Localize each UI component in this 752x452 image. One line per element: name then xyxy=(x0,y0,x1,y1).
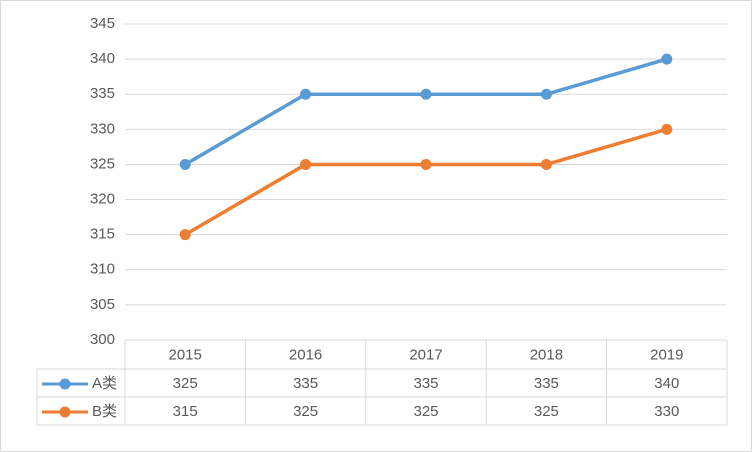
legend-label: B类 xyxy=(92,403,117,420)
point xyxy=(300,88,312,100)
y-tick-label: 325 xyxy=(90,155,115,172)
point xyxy=(179,229,191,241)
point xyxy=(661,123,673,135)
table-value: 335 xyxy=(293,375,318,392)
x-tick-label: 2017 xyxy=(409,346,442,363)
y-tick-label: 300 xyxy=(90,331,115,348)
y-tick-label: 345 xyxy=(90,15,115,32)
point xyxy=(661,53,673,65)
x-tick-label: 2019 xyxy=(650,346,683,363)
table-value: 325 xyxy=(534,403,559,420)
y-tick-label: 340 xyxy=(90,50,115,67)
y-tick-label: 330 xyxy=(90,120,115,137)
table-value: 330 xyxy=(654,403,679,420)
table-value: 325 xyxy=(173,375,198,392)
x-tick-label: 2016 xyxy=(289,346,322,363)
y-tick-label: 310 xyxy=(90,261,115,278)
table-value: 315 xyxy=(173,403,198,420)
table-value: 335 xyxy=(534,375,559,392)
table-value: 335 xyxy=(413,375,438,392)
point xyxy=(179,158,191,170)
point xyxy=(540,88,552,100)
legend-label: A类 xyxy=(92,375,117,392)
point xyxy=(420,88,432,100)
table-value: 340 xyxy=(654,375,679,392)
table-value: 325 xyxy=(293,403,318,420)
y-tick-label: 320 xyxy=(90,191,115,208)
x-tick-label: 2018 xyxy=(530,346,563,363)
y-tick-label: 335 xyxy=(90,85,115,102)
point xyxy=(300,158,312,170)
y-tick-label: 305 xyxy=(90,296,115,313)
y-tick-label: 315 xyxy=(90,226,115,243)
x-tick-label: 2015 xyxy=(169,346,202,363)
legend-key-marker xyxy=(59,406,71,418)
point xyxy=(420,158,432,170)
table-value: 325 xyxy=(413,403,438,420)
point xyxy=(540,158,552,170)
legend-key-marker xyxy=(59,378,71,390)
